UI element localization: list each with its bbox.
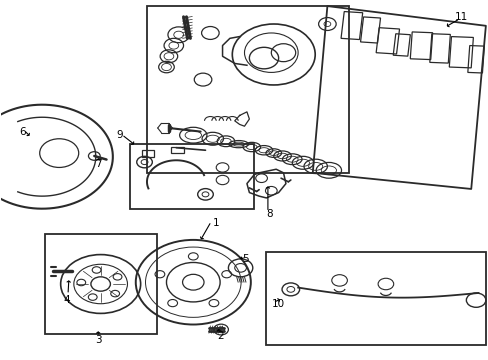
Text: 1: 1 <box>212 218 219 228</box>
Text: 3: 3 <box>95 334 102 345</box>
Text: 6: 6 <box>20 127 26 136</box>
Bar <box>266 252 485 345</box>
Text: 7: 7 <box>95 159 102 169</box>
Bar <box>171 147 183 153</box>
Bar <box>375 28 399 54</box>
Text: 5: 5 <box>242 254 248 264</box>
Bar <box>130 144 254 209</box>
Bar <box>360 17 380 43</box>
Bar <box>409 32 432 59</box>
Bar <box>44 234 157 334</box>
Bar <box>142 150 154 157</box>
Bar <box>392 34 409 56</box>
Text: 8: 8 <box>266 209 272 219</box>
Bar <box>147 6 348 173</box>
Text: 4: 4 <box>63 295 70 305</box>
Text: 9: 9 <box>117 130 123 140</box>
Text: 11: 11 <box>454 12 467 22</box>
Bar <box>467 46 483 73</box>
Text: 2: 2 <box>217 331 224 341</box>
Bar <box>448 37 472 68</box>
Text: 10: 10 <box>271 299 284 309</box>
Bar <box>340 12 362 40</box>
Bar <box>429 34 449 63</box>
